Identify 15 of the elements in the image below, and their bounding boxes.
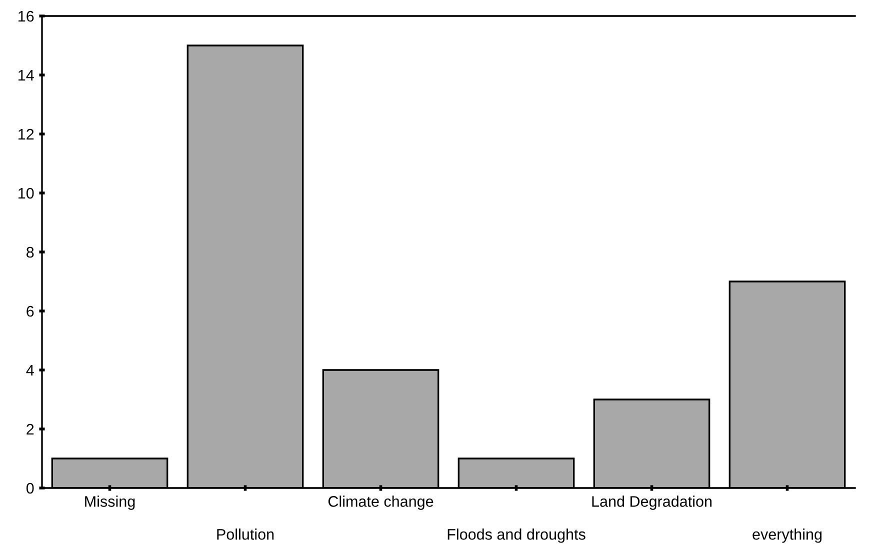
x-tick-label: Land Degradation: [592, 496, 712, 510]
y-tick-label: 12: [18, 128, 34, 140]
y-tick-label: 16: [18, 10, 34, 22]
x-tick-label: Pollution: [217, 528, 274, 540]
x-tick-label: Climate change: [328, 496, 434, 510]
y-tick-label: 4: [26, 365, 34, 376]
y-tick-label: 0: [26, 482, 34, 494]
x-tick-label: Missing: [85, 496, 135, 510]
y-tick-label: 8: [26, 246, 34, 258]
x-tick-label: everything: [752, 528, 822, 543]
x-tick-label: Floods and droughts: [448, 528, 586, 543]
y-tick-label: 10: [18, 188, 34, 199]
y-tick-label: 6: [26, 306, 34, 317]
y-tick-label: 14: [18, 70, 34, 81]
y-tick-label: 2: [26, 424, 34, 435]
